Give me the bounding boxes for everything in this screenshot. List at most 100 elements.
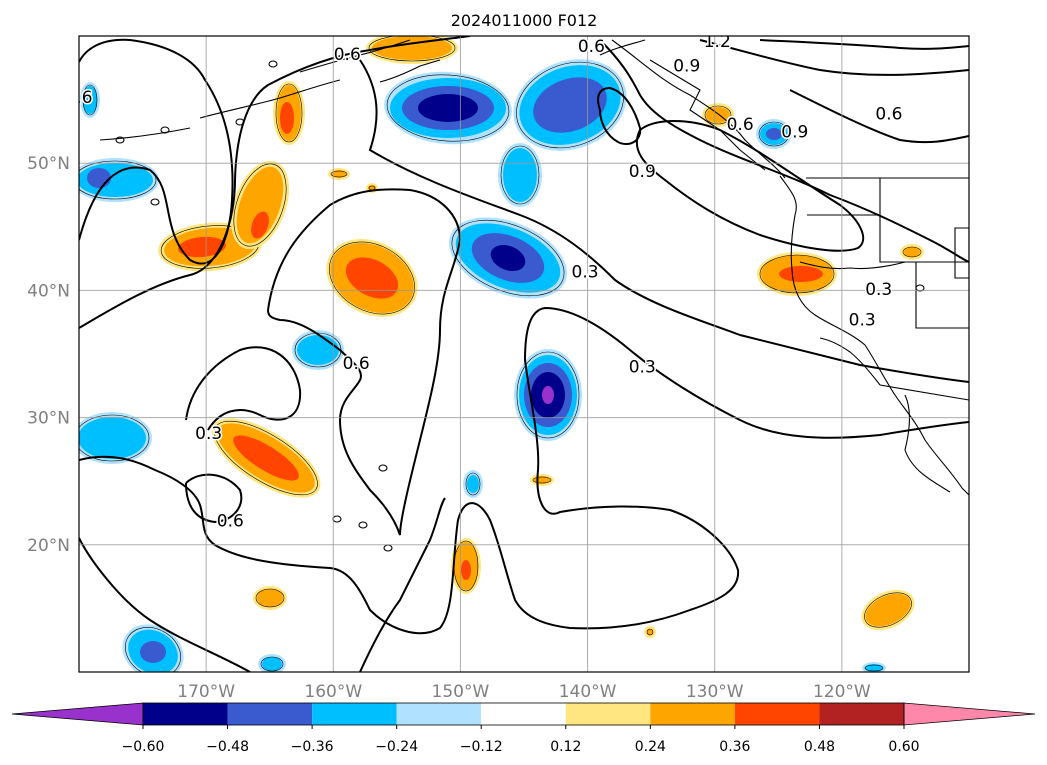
lon-tick-label: 120°W bbox=[813, 682, 871, 702]
lon-tick-label: 160°W bbox=[304, 682, 362, 702]
positive-anomaly-blob bbox=[644, 626, 656, 638]
positive-anomaly-blob bbox=[273, 81, 305, 145]
positive-anomaly-blob bbox=[366, 36, 458, 64]
coastline-segment bbox=[99, 127, 191, 141]
lat-tick-label: 20°N bbox=[27, 536, 70, 556]
contour-label: 0.6 bbox=[217, 512, 244, 532]
contour-label: 0.6 bbox=[334, 45, 361, 65]
contour-line bbox=[635, 120, 865, 252]
colorbar-tick-label: 0.60 bbox=[888, 739, 919, 755]
colorbar-tick-label: −0.12 bbox=[460, 739, 503, 755]
coastline-segment bbox=[611, 39, 786, 179]
longitude-tick-labels: 170°W 160°W 150°W 140°W 130°W 120°W bbox=[177, 682, 871, 702]
positive-anomaly-blob bbox=[757, 252, 837, 296]
negative-anomaly-blob bbox=[80, 82, 100, 118]
colorbar-tick-label: −0.36 bbox=[291, 739, 334, 755]
contour-line bbox=[79, 537, 251, 672]
island-outline bbox=[115, 136, 125, 144]
coastline-segment bbox=[799, 261, 906, 270]
colorbar-extend-low bbox=[11, 702, 144, 726]
colorbar-tick-label: −0.24 bbox=[375, 739, 418, 755]
coastline-segment bbox=[904, 394, 951, 493]
colorbar-segment bbox=[565, 703, 651, 725]
island-outline bbox=[268, 60, 278, 68]
contour-label: 0.6 bbox=[578, 37, 605, 57]
contour-label-layer: 0.6 0.6 1.20.90.6 0.90.60.90.30.30.30.6 0.30… bbox=[65, 32, 904, 533]
negative-anomaly-blob bbox=[756, 119, 792, 149]
contour-label: 0.9 bbox=[629, 162, 656, 182]
negative-anomaly-blob bbox=[513, 59, 627, 151]
contour-line bbox=[79, 306, 969, 635]
colorbar-outline bbox=[142, 702, 905, 726]
coastline-segment bbox=[915, 262, 969, 329]
contour-line bbox=[79, 36, 471, 329]
contour-label: 0.3 bbox=[849, 311, 876, 331]
lon-tick-label: 130°W bbox=[686, 682, 744, 702]
coastline-segment bbox=[879, 384, 969, 401]
contour-line bbox=[597, 86, 642, 146]
lat-tick-label: 50°N bbox=[27, 154, 70, 174]
contour-line bbox=[185, 473, 243, 524]
map-panel: 0.6 0.6 1.20.90.6 0.90.60.90.30.30.30.6 0.30… bbox=[65, 32, 970, 673]
colorbar-tick-label: 0.36 bbox=[719, 739, 750, 755]
colorbar-segment bbox=[143, 703, 228, 725]
anomaly-fill-layer bbox=[79, 36, 924, 672]
positive-anomaly-blob bbox=[253, 586, 287, 610]
coastline-segment bbox=[649, 59, 766, 171]
gridline-layer bbox=[79, 36, 969, 672]
island-outline bbox=[150, 198, 160, 206]
negative-anomaly-blob bbox=[448, 217, 568, 299]
contour-label: 0.6 bbox=[343, 354, 370, 374]
map-frame bbox=[78, 35, 970, 673]
colorbar: −0.60 −0.48 −0.36 −0.24 −0.12 0.12 0.24 0.36 0.4… bbox=[11, 702, 1036, 755]
positive-anomaly-blob bbox=[900, 244, 924, 260]
colorbar-segment bbox=[396, 703, 482, 725]
positive-anomaly-blob bbox=[328, 168, 350, 180]
contour-label: 0.6 bbox=[65, 88, 92, 108]
contour-label: 1.2 bbox=[704, 32, 731, 52]
colorbar-segment bbox=[481, 703, 566, 725]
contour-label: 0.6 bbox=[875, 105, 902, 125]
negative-anomaly-blob bbox=[79, 158, 159, 202]
lon-tick-label: 170°W bbox=[177, 682, 235, 702]
colorbar-segment bbox=[650, 703, 735, 725]
positive-anomaly-blob bbox=[530, 474, 554, 486]
negative-anomaly-blob bbox=[384, 71, 512, 145]
colorbar-segment bbox=[734, 703, 820, 725]
coastline-segment bbox=[954, 227, 969, 279]
contour-line bbox=[79, 38, 234, 265]
contour-label: 0.6 bbox=[727, 115, 754, 135]
contour-label: 0.9 bbox=[781, 122, 808, 142]
positive-anomaly-blob bbox=[861, 589, 915, 631]
positive-anomaly-blob bbox=[326, 239, 418, 317]
negative-anomaly-blob bbox=[79, 412, 152, 464]
coastline-segment bbox=[199, 79, 341, 119]
contour-line bbox=[359, 497, 446, 672]
lat-tick-label: 40°N bbox=[27, 281, 70, 301]
island-outline bbox=[378, 464, 388, 472]
lon-tick-label: 140°W bbox=[559, 682, 617, 702]
coastline-layer bbox=[99, 39, 969, 552]
contour-label: 0.3 bbox=[572, 262, 599, 282]
contour-line bbox=[699, 39, 969, 76]
coastline-segment bbox=[879, 178, 969, 263]
negative-anomaly-blob bbox=[514, 349, 582, 441]
colorbar-segment bbox=[819, 703, 904, 725]
coastline-segment bbox=[819, 337, 881, 386]
positive-anomaly-blob bbox=[230, 160, 290, 250]
contour-line bbox=[359, 59, 969, 383]
colorbar-segment bbox=[227, 703, 313, 725]
colorbar-tick-label: 0.12 bbox=[550, 739, 581, 755]
island-outline bbox=[160, 126, 170, 134]
contour-label: 0.9 bbox=[673, 56, 700, 76]
island-outline bbox=[332, 515, 342, 523]
negative-anomaly-blob bbox=[463, 470, 483, 498]
colorbar-tick-label: 0.24 bbox=[635, 739, 666, 755]
negative-anomaly-blob bbox=[122, 624, 184, 672]
colorbar-extend-high bbox=[903, 702, 1036, 726]
coastline-segment bbox=[299, 39, 411, 73]
negative-anomaly-blob bbox=[258, 654, 286, 672]
colorbar-tick-label: −0.48 bbox=[206, 739, 249, 755]
contour-label: 0.3 bbox=[865, 280, 892, 300]
lat-tick-label: 30°N bbox=[27, 409, 70, 429]
